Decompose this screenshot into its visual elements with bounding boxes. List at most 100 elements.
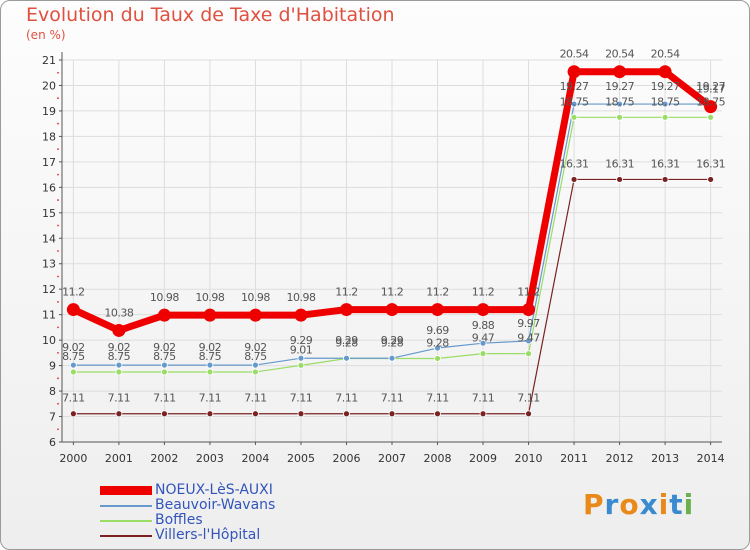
- legend-label-noeux: NOEUX-LèS-AUXI: [155, 482, 273, 498]
- data-point: [115, 361, 123, 369]
- data-label: 9.29: [381, 334, 404, 347]
- data-point: [388, 410, 396, 418]
- y-minor-dot: [57, 250, 59, 252]
- logo-letter: i: [658, 488, 670, 521]
- legend-item-noeux[interactable]: NOEUX-LèS-AUXI: [100, 483, 320, 498]
- y-tick-label: 21: [42, 54, 56, 67]
- y-minor-dot: [57, 428, 59, 431]
- data-point: [248, 308, 262, 322]
- data-point: [704, 100, 718, 114]
- data-point: [206, 368, 214, 376]
- y-minor-dot: [57, 377, 59, 380]
- y-tick-label: 14: [42, 232, 56, 245]
- x-tick-label: 2005: [287, 452, 315, 465]
- x-tick-label: 2000: [59, 452, 87, 465]
- data-label: 19.27: [651, 80, 680, 93]
- data-label: 8.75: [62, 350, 85, 363]
- data-point: [616, 100, 623, 108]
- data-label: 8.75: [108, 350, 131, 363]
- x-tick-label: 2013: [651, 452, 679, 465]
- legend-swatch-beauvoir: [100, 505, 152, 507]
- data-label: 9.02: [62, 341, 85, 354]
- data-label: 8.75: [199, 350, 222, 363]
- data-label: 9.28: [381, 336, 404, 349]
- data-label: 9.29: [290, 334, 313, 347]
- data-label: 18.75: [605, 95, 634, 108]
- legend-item-beauvoir[interactable]: Beauvoir-Wavans: [100, 498, 320, 513]
- x-tick-label: 2014: [697, 452, 725, 465]
- x-tick-label: 2009: [469, 452, 497, 465]
- legend-item-villers[interactable]: Villers-l'Hôpital: [100, 528, 320, 543]
- data-point: [69, 361, 77, 369]
- legend: NOEUX-LèS-AUXI Beauvoir-Wavans Boffles V…: [100, 483, 320, 543]
- data-label: 20.54: [605, 48, 634, 61]
- logo-letter: r: [604, 488, 620, 521]
- proxiti-logo: Proxiti: [583, 488, 694, 521]
- data-point: [294, 308, 308, 322]
- data-label: 7.11: [108, 392, 131, 405]
- data-label: 7.11: [244, 392, 267, 405]
- data-label: 18.75: [696, 95, 725, 108]
- y-minor-dot: [57, 173, 59, 176]
- data-point: [661, 100, 669, 108]
- y-tick-label: 10: [42, 334, 56, 347]
- data-label: 8.75: [244, 350, 267, 363]
- y-minor-dot: [57, 351, 59, 354]
- data-label: 7.11: [290, 392, 313, 405]
- y-tick-label: 20: [42, 79, 56, 92]
- data-label: 9.28: [335, 336, 358, 349]
- data-label: 9.97: [517, 317, 540, 330]
- y-tick-label: 8: [49, 385, 56, 398]
- y-minor-dot: [57, 71, 59, 74]
- data-point: [252, 410, 259, 418]
- data-label: 9.01: [290, 343, 313, 356]
- y-tick-label: 6: [49, 436, 56, 449]
- y-minor-dot: [57, 122, 59, 125]
- y-minor-dot: [57, 275, 59, 278]
- y-minor-dot: [57, 199, 59, 201]
- data-label: 9.69: [426, 324, 449, 337]
- data-label: 9.02: [108, 341, 131, 354]
- x-tick-label: 2008: [424, 452, 452, 465]
- data-label: 7.11: [153, 392, 176, 405]
- data-point: [616, 176, 623, 183]
- data-label: 16.31: [560, 157, 589, 170]
- data-point: [297, 354, 305, 362]
- data-point: [69, 410, 77, 418]
- data-point: [434, 344, 441, 352]
- data-label: 16.31: [605, 157, 634, 170]
- data-label: 20.54: [560, 48, 589, 61]
- data-label: 11.2: [472, 286, 495, 299]
- data-label: 7.11: [381, 392, 404, 405]
- data-point: [570, 176, 578, 183]
- y-tick-label: 7: [49, 411, 56, 424]
- data-label: 16.31: [651, 157, 680, 170]
- data-label: 8.75: [153, 350, 176, 363]
- data-point: [522, 303, 536, 317]
- x-tick-label: 2004: [241, 452, 269, 465]
- y-tick-label: 15: [42, 207, 56, 220]
- data-label: 18.75: [651, 95, 680, 108]
- logo-letter: P: [583, 488, 605, 521]
- data-label: 19.27: [605, 80, 634, 93]
- data-label: 11.2: [335, 286, 358, 299]
- data-label: 7.11: [62, 392, 85, 405]
- data-point: [297, 410, 305, 418]
- y-tick-label: 17: [42, 156, 56, 169]
- data-label: 10.98: [195, 291, 224, 304]
- data-label: 9.02: [153, 341, 176, 354]
- data-point: [431, 303, 445, 317]
- y-minor-dot: [57, 97, 59, 100]
- legend-item-boffles[interactable]: Boffles: [100, 513, 320, 528]
- x-tick-label: 2002: [150, 452, 178, 465]
- logo-letter: t: [669, 488, 684, 521]
- data-label: 19.27: [560, 80, 589, 93]
- data-point: [479, 350, 487, 358]
- data-label: 20.54: [651, 48, 680, 61]
- data-label: 19.27: [696, 80, 725, 93]
- data-point: [161, 361, 168, 369]
- data-point: [297, 361, 305, 369]
- data-point: [707, 113, 715, 121]
- legend-swatch-villers: [100, 535, 152, 537]
